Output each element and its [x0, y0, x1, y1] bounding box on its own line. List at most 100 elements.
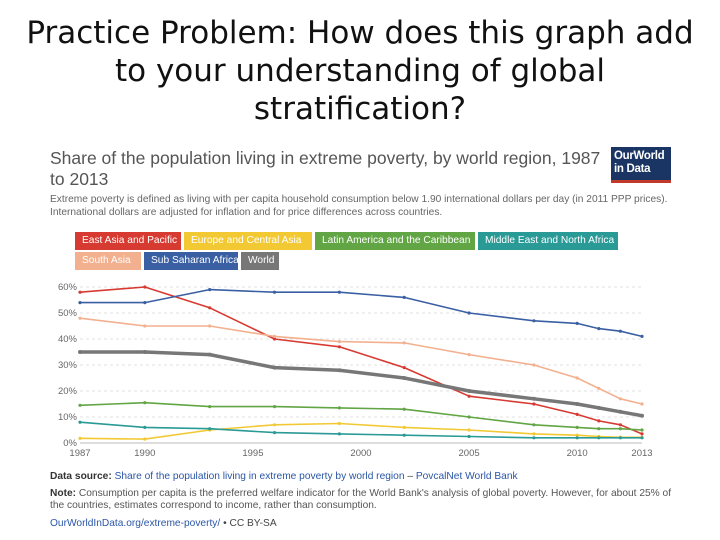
data-point — [618, 397, 622, 401]
data-point — [143, 301, 147, 305]
series-line — [79, 421, 642, 439]
chart-note: Note: Consumption per capita is the pref… — [50, 488, 680, 512]
data-point — [337, 406, 341, 410]
data-point — [575, 436, 579, 440]
source-separator: – — [404, 471, 416, 482]
source-org-link[interactable]: PovcalNet World Bank — [415, 471, 518, 482]
data-point — [143, 401, 147, 405]
y-tick-label: 0% — [63, 438, 77, 449]
data-point — [575, 402, 580, 406]
legend-item[interactable]: Latin America and the Caribbean — [315, 232, 475, 250]
data-point — [618, 436, 622, 440]
data-point — [207, 352, 212, 357]
data-point — [337, 290, 341, 294]
y-tick-label: 20% — [58, 386, 78, 397]
series-line — [79, 317, 643, 405]
x-tick-label: 1990 — [134, 448, 155, 459]
logo-line1: OurWorld — [614, 150, 665, 162]
data-point — [78, 301, 82, 305]
data-point — [597, 436, 601, 440]
data-point — [532, 363, 536, 367]
data-point — [467, 353, 471, 357]
data-point — [272, 334, 277, 338]
data-point — [532, 319, 536, 323]
legend-item[interactable]: South Asia — [75, 252, 141, 270]
data-point — [208, 288, 212, 292]
data-point — [640, 413, 644, 418]
y-tick-label: 40% — [58, 334, 78, 345]
series-line — [79, 422, 642, 440]
legend-item[interactable]: Europe and Central Asia — [184, 232, 312, 250]
data-point — [575, 412, 579, 416]
data-point — [78, 350, 82, 354]
data-point — [575, 321, 579, 325]
data-point — [618, 329, 622, 333]
owid-logo[interactable]: OurWorld in Data — [611, 147, 671, 183]
data-point — [143, 324, 147, 328]
legend-item[interactable]: World — [241, 252, 279, 270]
data-point — [402, 433, 406, 437]
data-point — [402, 407, 406, 411]
data-point — [618, 409, 623, 414]
data-point — [143, 437, 147, 441]
data-point — [337, 340, 341, 344]
y-tick-label: 10% — [58, 412, 78, 423]
data-point — [532, 432, 536, 436]
data-point — [78, 420, 82, 424]
data-point — [78, 316, 82, 320]
x-tick-label: 2010 — [567, 448, 588, 459]
data-point — [597, 386, 601, 390]
data-point — [467, 415, 471, 419]
chart-subtitle: Extreme poverty is defined as living wit… — [50, 194, 668, 218]
source-link[interactable]: Share of the population living in extrem… — [114, 471, 405, 482]
source-label: Data source: — [50, 471, 112, 482]
data-point — [402, 366, 406, 370]
logo-line2: in Data — [614, 163, 651, 175]
data-point — [467, 389, 472, 393]
data-point — [272, 431, 277, 435]
data-point — [467, 311, 471, 315]
data-point — [596, 405, 601, 410]
series-line — [80, 288, 643, 338]
data-point — [402, 376, 407, 380]
series-line — [80, 350, 643, 418]
license-text: • CC BY-SA — [220, 518, 277, 529]
x-tick-label: 2000 — [350, 448, 371, 459]
data-point — [78, 403, 82, 407]
data-source: Data source: Share of the population liv… — [50, 471, 680, 483]
data-point — [640, 334, 644, 338]
data-point — [467, 428, 471, 432]
y-tick-label: 50% — [58, 308, 78, 319]
slide-title: Practice Problem: How does this graph ad… — [26, 15, 694, 127]
data-point — [575, 425, 579, 429]
x-tick-label: 1987 — [69, 448, 90, 459]
y-tick-label: 60% — [58, 282, 78, 293]
data-point — [208, 405, 212, 409]
data-point — [78, 290, 82, 294]
data-point — [402, 425, 406, 429]
series-line — [79, 286, 643, 435]
legend-item[interactable]: Sub Saharan Africa — [144, 252, 239, 270]
x-tick-label: 2005 — [459, 448, 480, 459]
chart-credit: OurWorldInData.org/extreme-poverty/ • CC… — [50, 518, 680, 530]
data-point — [208, 427, 212, 431]
data-point — [272, 405, 277, 409]
data-point — [531, 396, 536, 401]
series-line — [79, 401, 643, 431]
y-tick-label: 30% — [58, 360, 78, 371]
data-point — [337, 421, 341, 426]
x-tick-label: 2013 — [631, 448, 652, 459]
data-point — [575, 376, 579, 380]
x-tick-label: 1995 — [242, 448, 263, 459]
data-point — [618, 427, 622, 431]
data-point — [597, 419, 601, 423]
legend-item[interactable]: East Asia and Pacific — [75, 232, 181, 250]
data-point — [532, 436, 536, 440]
data-point — [143, 425, 147, 429]
data-point — [618, 423, 622, 427]
data-point — [640, 402, 644, 406]
data-point — [402, 341, 406, 345]
data-point — [532, 423, 536, 427]
legend-item[interactable]: Middle East and North Africa — [478, 232, 618, 250]
owid-url-link[interactable]: OurWorldInData.org/extreme-poverty/ — [50, 518, 221, 529]
